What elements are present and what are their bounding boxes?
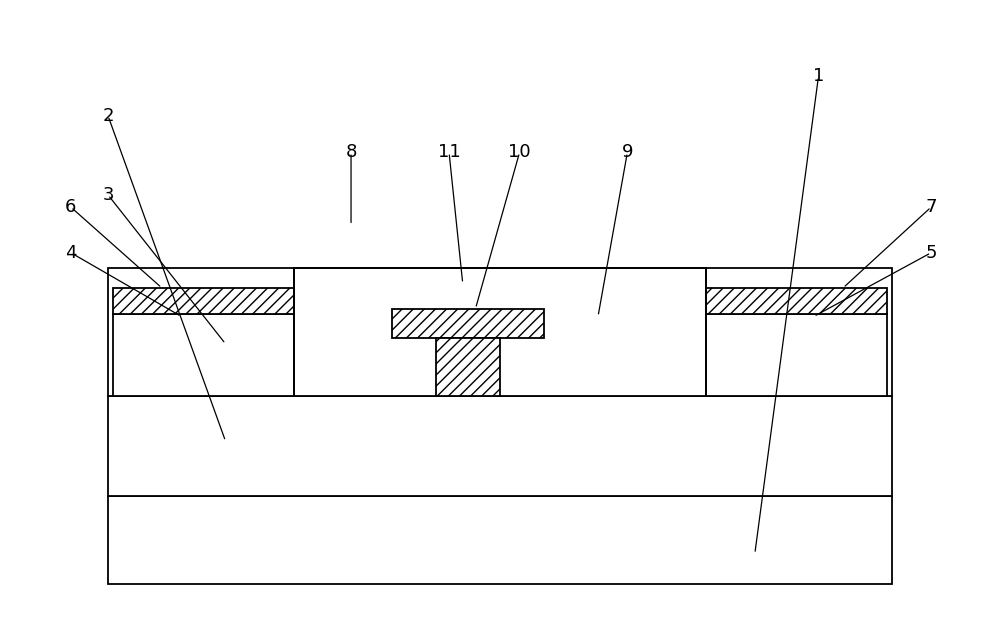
Bar <box>108 396 892 496</box>
Bar <box>108 496 892 584</box>
Text: 11: 11 <box>438 143 460 161</box>
Bar <box>113 288 294 314</box>
Bar <box>706 314 887 396</box>
Bar <box>436 338 500 396</box>
Text: 3: 3 <box>102 186 114 204</box>
Bar <box>706 288 887 314</box>
Bar <box>108 268 892 396</box>
Text: 4: 4 <box>65 243 77 261</box>
Text: 6: 6 <box>65 198 76 216</box>
Text: 9: 9 <box>622 143 633 161</box>
Text: 8: 8 <box>345 143 357 161</box>
Text: 1: 1 <box>813 67 824 85</box>
Text: 7: 7 <box>925 198 937 216</box>
Text: 10: 10 <box>508 143 531 161</box>
Text: 2: 2 <box>102 107 114 125</box>
Bar <box>392 309 544 338</box>
Text: 5: 5 <box>925 243 937 261</box>
Bar <box>113 314 294 396</box>
